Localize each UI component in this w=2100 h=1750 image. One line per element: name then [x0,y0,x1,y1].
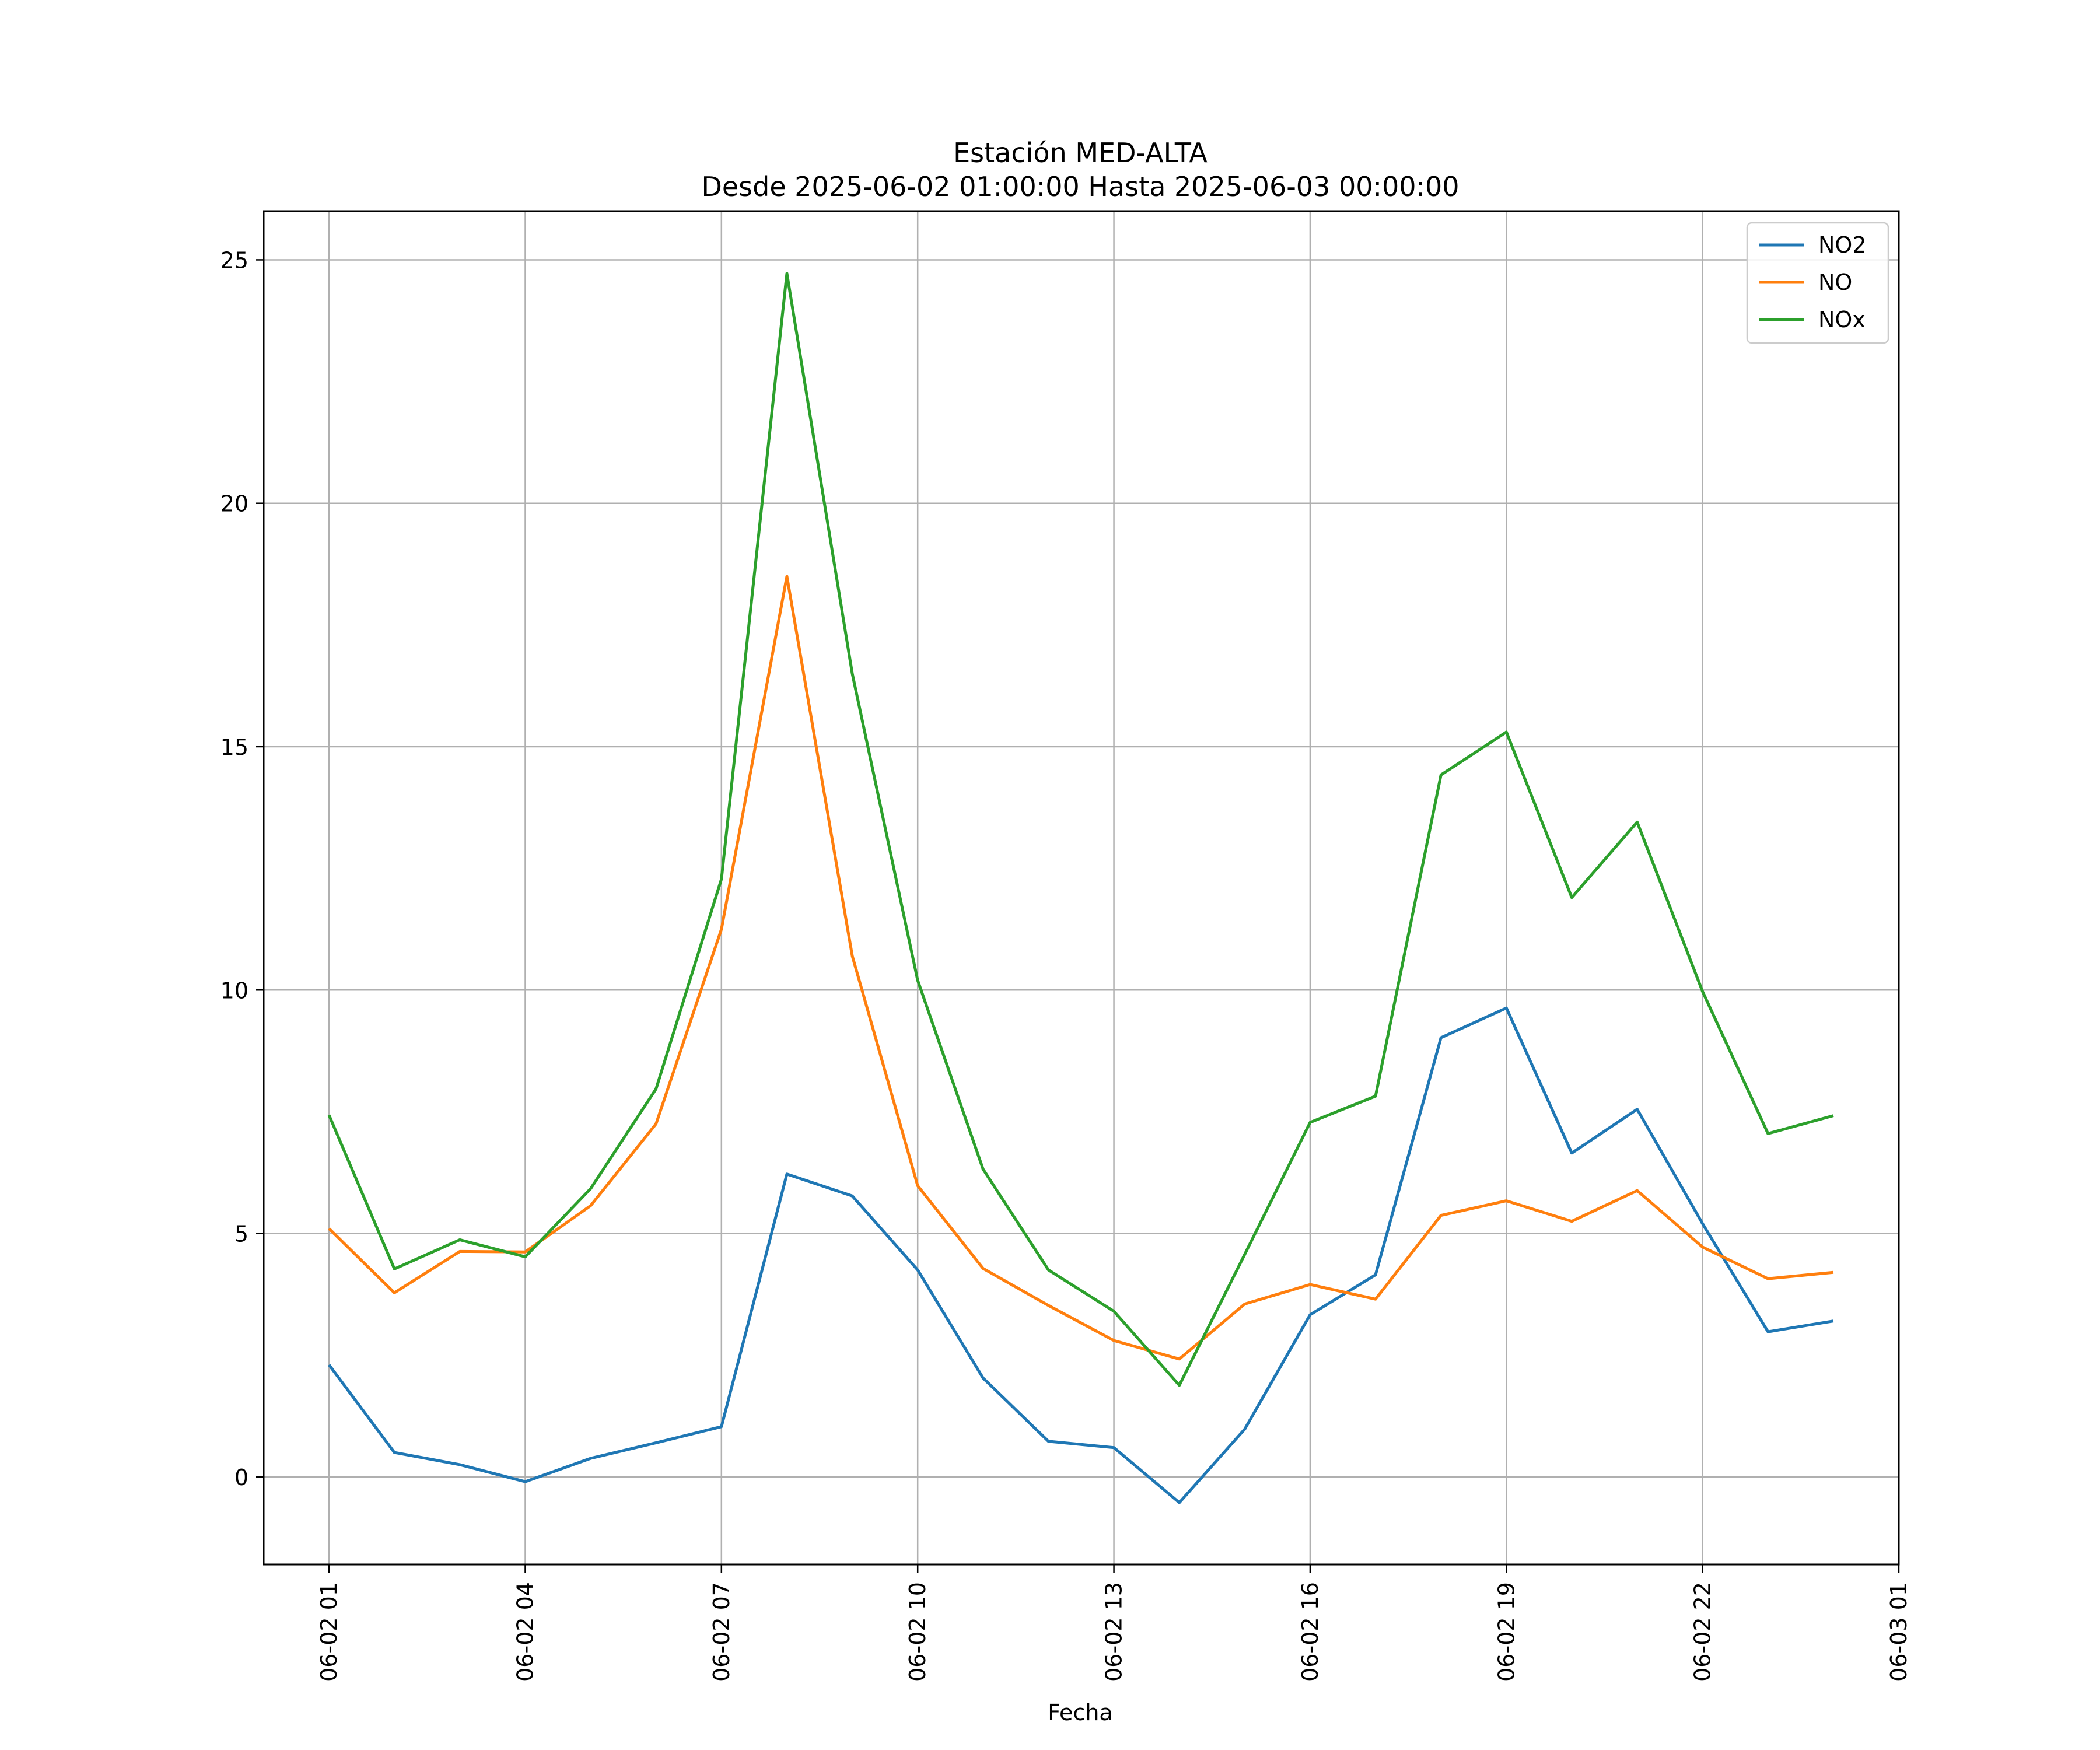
series-line-no [328,575,1834,1361]
y-tick-label: 25 [220,247,249,273]
legend-label-nox: NOx [1818,307,1866,332]
series-lines [327,272,1834,1504]
x-tick-label: 06-02 10 [905,1582,930,1682]
y-tick-label: 10 [220,978,249,1003]
y-tick-label: 20 [220,491,249,517]
legend: NO2 NO NOx [1746,222,1889,344]
x-tick-label: 06-02 22 [1690,1582,1716,1682]
x-tick-label: 06-02 04 [512,1582,538,1682]
plot-frame [262,210,1900,1566]
x-tick-label: 06-02 19 [1493,1582,1519,1682]
chart-title: Estación MED-ALTA [953,137,1208,169]
chart-subtitle: Desde 2025-06-02 01:00:00 Hasta 2025-06-… [701,171,1459,202]
y-tick-label: 0 [235,1465,249,1490]
legend-label-no2: NO2 [1818,232,1867,258]
legend-box [1746,222,1889,344]
x-axis: 06-02 01 06-02 04 06-02 07 06-02 10 06-02 13… [316,1564,1912,1682]
series-line-no2 [328,1006,1834,1504]
y-axis: 0 5 10 15 20 25 [220,247,264,1490]
x-tick-label: 06-02 07 [709,1582,734,1682]
x-tick-label: 06-03 01 [1886,1582,1912,1682]
x-axis-label: Fecha [1048,1700,1112,1726]
x-tick-label: 06-02 16 [1297,1582,1323,1682]
legend-label-no: NO [1818,270,1852,295]
x-tick-label: 06-02 13 [1101,1582,1127,1682]
y-tick-label: 5 [235,1222,249,1247]
y-tick-label: 15 [220,734,249,760]
series-line-nox [327,272,1834,1387]
x-tick-label: 06-02 01 [316,1582,342,1682]
